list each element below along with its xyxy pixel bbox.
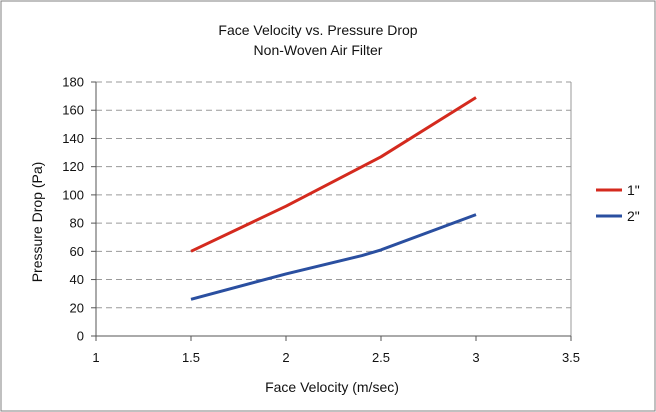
chart-title: Face Velocity vs. Pressure Drop: [218, 22, 417, 38]
y-tick-label-160: 160: [62, 103, 84, 118]
plot-area: 0 20 40 60 80 100 120 140 160 180 1 1.5 2 2.5 3 3.5: [62, 75, 580, 366]
series-line-2: [190, 213, 477, 301]
x-tick-label-2.5: 2.5: [372, 350, 390, 365]
y-tick-label-140: 140: [62, 131, 84, 146]
y-tick-label-120: 120: [62, 159, 84, 174]
legend-label-1: 1": [627, 182, 640, 198]
x-tick-label-2: 2: [282, 350, 289, 365]
x-tick-label-3.5: 3.5: [562, 350, 580, 365]
y-tick-label-0: 0: [77, 329, 84, 344]
legend: 1" 2": [596, 182, 640, 224]
y-tick-label-60: 60: [70, 244, 84, 259]
x-tick-label-1.5: 1.5: [182, 350, 200, 365]
series-line-1: [190, 96, 477, 253]
x-axis-label: Face Velocity (m/sec): [265, 379, 399, 395]
y-tick-label-100: 100: [62, 187, 84, 202]
x-tick-label-3: 3: [472, 350, 479, 365]
y-tick-label-180: 180: [62, 75, 84, 90]
chart-subtitle: Non-Woven Air Filter: [254, 42, 383, 58]
y-tick-label-20: 20: [70, 300, 84, 315]
legend-label-2: 2": [627, 208, 640, 224]
y-tick-label-80: 80: [70, 216, 84, 231]
x-tick-label-1: 1: [92, 350, 99, 365]
y-tick-label-40: 40: [70, 272, 84, 287]
y-axis-label: Pressure Drop (Pa): [29, 162, 45, 283]
